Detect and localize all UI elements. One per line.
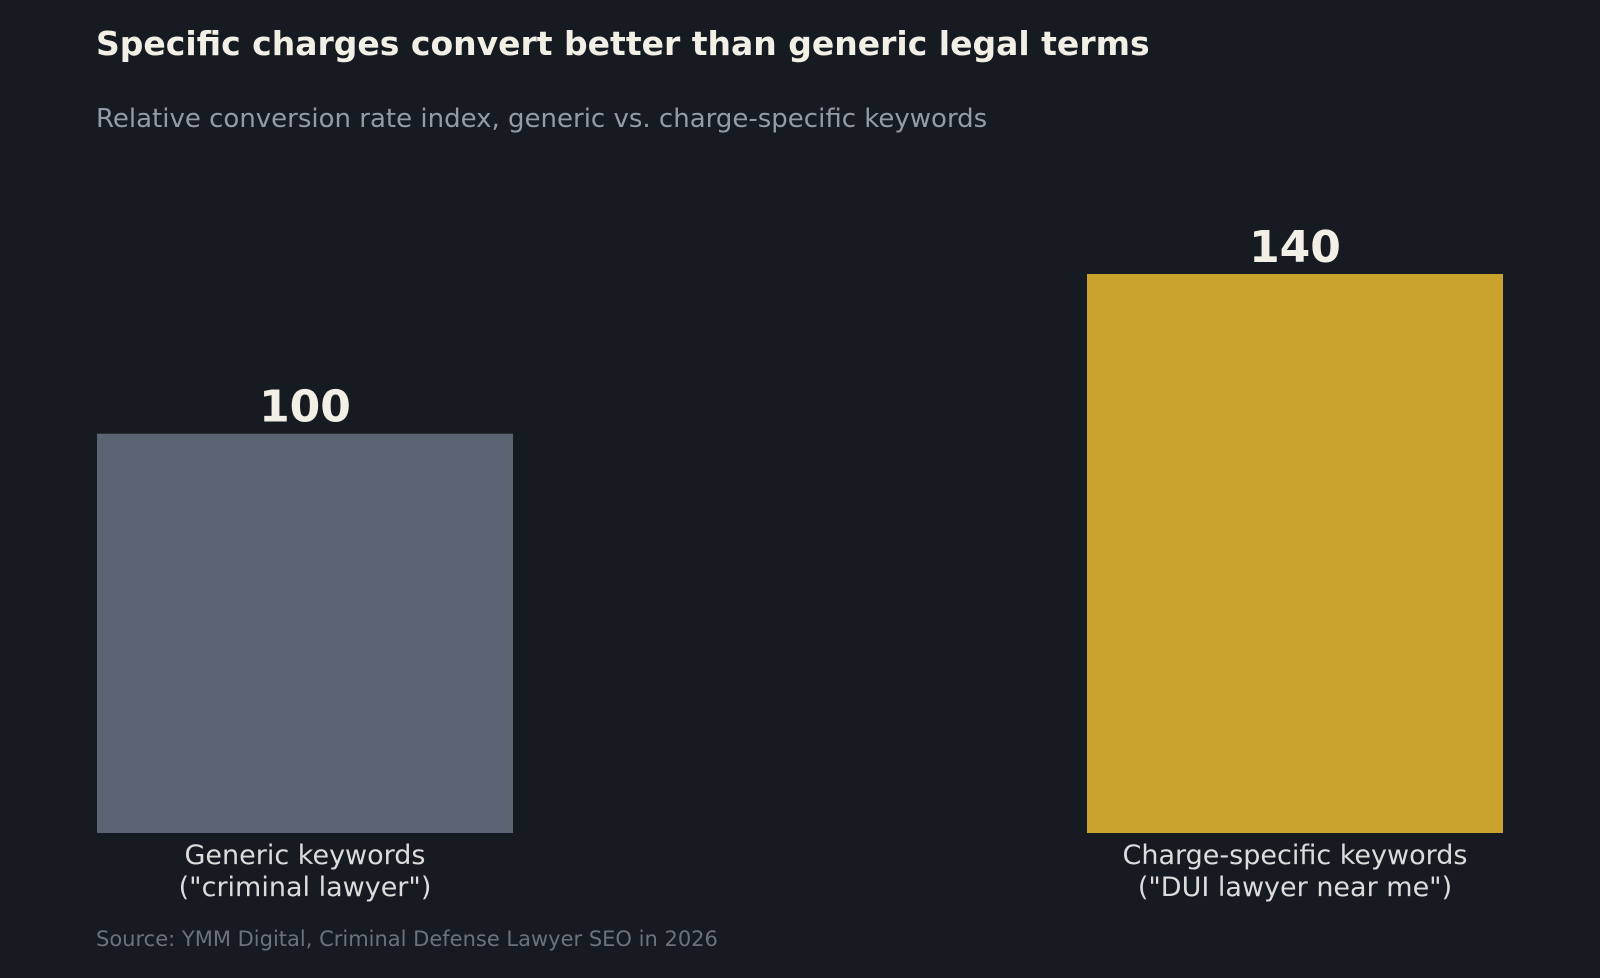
chart-title: Specific charges convert better than gen… [96, 24, 1150, 63]
data-label: 100 [259, 382, 351, 433]
data-label: 140 [1249, 222, 1341, 273]
bar-generic-keywords [97, 433, 513, 833]
category-tick-label: Generic keywords [185, 840, 426, 871]
category-tick-label: ("criminal lawyer") [179, 872, 432, 903]
category-tick-label: ("DUI lawyer near me") [1138, 872, 1452, 903]
chart-subtitle: Relative conversion rate index, generic … [96, 104, 988, 134]
bar-charge-specific-keywords [1087, 274, 1503, 833]
category-tick-label: Charge-specific keywords [1123, 840, 1468, 871]
source-note: Source: YMM Digital, Criminal Defense La… [96, 927, 718, 951]
